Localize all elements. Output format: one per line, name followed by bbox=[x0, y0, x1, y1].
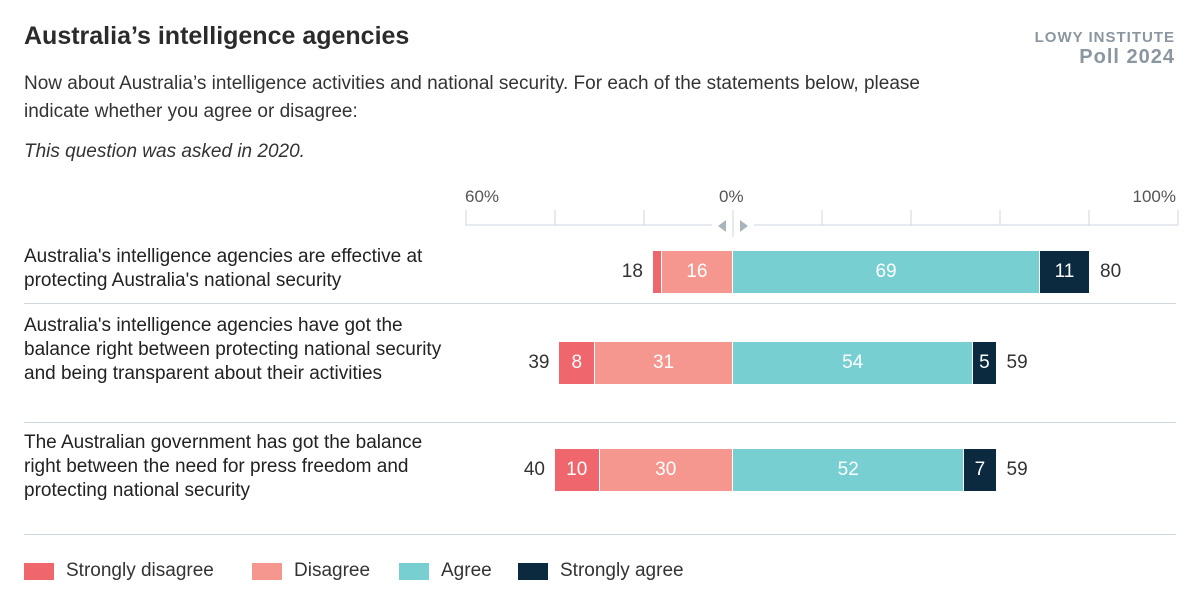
legend-swatch bbox=[518, 562, 548, 580]
chart-note: This question was asked in 2020. bbox=[24, 141, 305, 162]
row-divider bbox=[24, 303, 1176, 304]
bar-disagree: 30 bbox=[599, 449, 732, 491]
arrow-right-icon bbox=[740, 220, 748, 232]
total-agree: 59 bbox=[1006, 352, 1028, 373]
bar-strongly-agree: 5 bbox=[973, 342, 996, 384]
total-agree: 59 bbox=[1006, 459, 1028, 480]
chart-subtitle: Now about Australia’s intelligence activ… bbox=[24, 73, 920, 122]
bar-strongly-disagree: 10 bbox=[555, 449, 599, 491]
tick-label-right: 100% bbox=[1132, 187, 1176, 206]
legend-item-strongly-agree: Strongly agree bbox=[518, 560, 684, 582]
arrow-left-icon bbox=[718, 220, 726, 232]
bar-agree: 54 bbox=[733, 342, 973, 384]
brand-logo: LOWY INSTITUTE bbox=[1034, 29, 1175, 46]
chart-title: Australia’s intelligence agencies bbox=[24, 22, 410, 50]
legend-item-disagree: Disagree bbox=[252, 560, 370, 582]
bar-strongly-agree: 7 bbox=[964, 449, 996, 491]
bar-strongly-disagree: 8 bbox=[559, 342, 595, 384]
row-label: Australia's intelligence agencies are ef… bbox=[24, 246, 423, 291]
row-label: Australia's intelligence agencies have g… bbox=[24, 315, 442, 384]
row-label: The Australian government has got the ba… bbox=[24, 432, 423, 501]
legend-label: Strongly disagree bbox=[66, 560, 214, 581]
total-disagree: 18 bbox=[621, 261, 643, 282]
legend-swatch bbox=[24, 562, 54, 580]
tick-label-zero: 0% bbox=[719, 187, 744, 206]
brand-subtitle: Poll 2024 bbox=[1079, 46, 1175, 68]
total-disagree: 39 bbox=[528, 352, 550, 373]
bar-agree: 52 bbox=[733, 449, 964, 491]
bar-disagree: 16 bbox=[661, 251, 732, 293]
legend-swatch bbox=[399, 562, 429, 580]
bar-strongly-agree: 11 bbox=[1040, 251, 1089, 293]
bar-agree: 69 bbox=[733, 251, 1040, 293]
tick-label-left: 60% bbox=[465, 187, 500, 206]
row-divider bbox=[24, 422, 1176, 423]
axis bbox=[465, 210, 1179, 237]
row-divider bbox=[24, 534, 1176, 535]
bar-strongly-disagree bbox=[652, 251, 661, 293]
bar-disagree: 31 bbox=[595, 342, 732, 384]
legend-swatch bbox=[252, 562, 282, 580]
legend-label: Agree bbox=[441, 560, 492, 581]
legend-label: Strongly agree bbox=[560, 560, 684, 581]
legend-label: Disagree bbox=[294, 560, 371, 581]
total-disagree: 40 bbox=[523, 459, 545, 480]
legend-item-strongly-disagree: Strongly disagree bbox=[24, 560, 214, 582]
legend-item-agree: Agree bbox=[399, 560, 492, 582]
total-agree: 80 bbox=[1100, 261, 1122, 282]
